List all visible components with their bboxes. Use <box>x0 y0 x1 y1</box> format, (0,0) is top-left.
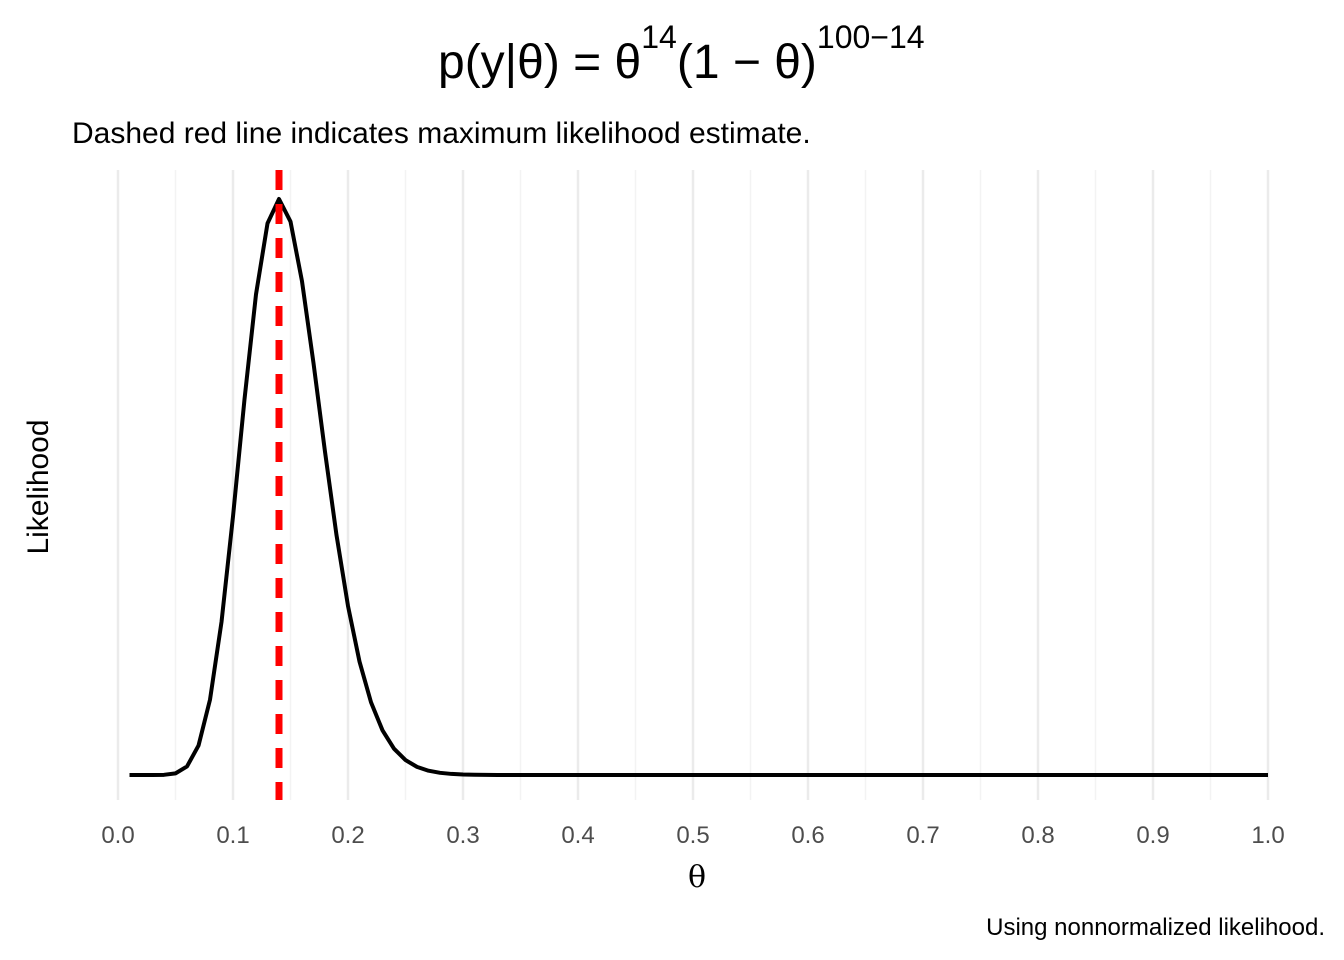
title-middle: (1 − θ) <box>677 36 817 89</box>
x-tick-label: 0.7 <box>906 822 939 849</box>
x-axis-title: θ <box>688 860 706 895</box>
x-tick-label: 0.9 <box>1136 822 1169 849</box>
x-tick-labels: 0.0 0.1 0.2 0.3 0.4 0.5 0.6 0.7 0.8 0.9 1.0 <box>101 822 1284 849</box>
title-prefix: p(y|θ) = θ <box>438 36 641 89</box>
grid-lines <box>116 170 1270 800</box>
title-exponent-1: 14 <box>641 19 677 55</box>
chart-subtitle: Dashed red line indicates maximum likeli… <box>72 117 811 150</box>
x-tick-label: 0.4 <box>561 822 594 849</box>
x-tick-label: 0.0 <box>101 822 134 849</box>
x-tick-label: 0.6 <box>791 822 824 849</box>
x-tick-label: 1.0 <box>1251 822 1284 849</box>
x-tick-label: 0.5 <box>676 822 709 849</box>
chart-marks <box>129 170 1268 800</box>
x-tick-label: 0.1 <box>216 822 249 849</box>
x-tick-label: 0.3 <box>446 822 479 849</box>
title-exponent-2: 100−14 <box>817 19 925 55</box>
chart-title: p(y|θ) = θ14(1 − θ)100−14 <box>438 19 925 89</box>
x-tick-label: 0.8 <box>1021 822 1054 849</box>
x-tick-label: 0.2 <box>331 822 364 849</box>
y-axis-title: Likelihood <box>22 419 55 554</box>
likelihood-curve <box>129 197 1268 777</box>
chart-caption: Using nonnormalized likelihood. <box>986 914 1325 941</box>
